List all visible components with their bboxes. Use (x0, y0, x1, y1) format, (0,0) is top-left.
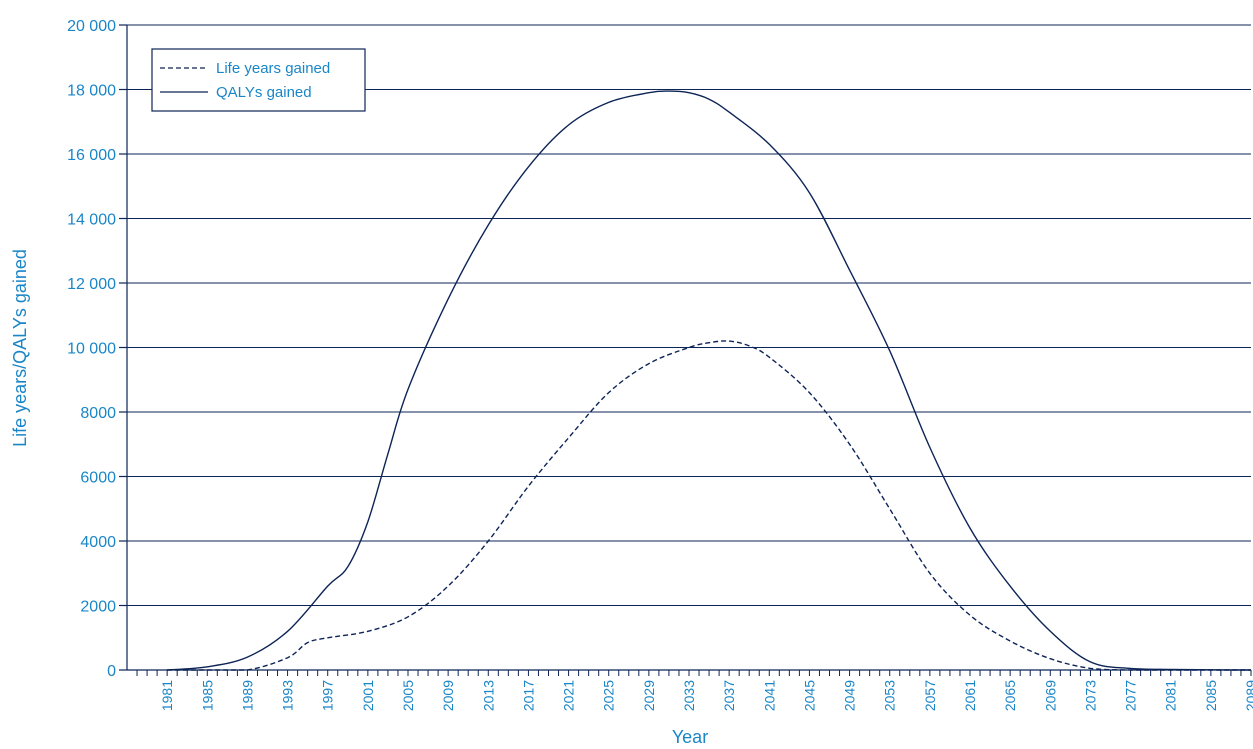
x-tick-label-2025: 2025 (601, 680, 617, 711)
y-tick-label-0: 0 (107, 663, 116, 680)
y-tick-label-14000: 14 000 (67, 212, 116, 229)
x-tick-label-1993: 1993 (280, 680, 296, 711)
x-tick-label-2005: 2005 (400, 680, 416, 711)
y-tick-label-10000: 10 000 (67, 341, 116, 358)
x-tick-label-2089: 2089 (1243, 680, 1253, 711)
series-lines (167, 90, 1252, 671)
series-line-qalys-gained (167, 90, 1252, 671)
y-axis-tick-labels: 0 2000 4000 6000 8000 10 000 12 000 14 000 16 00… (67, 18, 127, 680)
x-tick-label-2017: 2017 (520, 680, 536, 711)
x-tick-label-2053: 2053 (882, 680, 898, 711)
gridlines (127, 24, 1251, 606)
series-line-life-years-gained (167, 340, 1251, 671)
x-tick-label-2009: 2009 (440, 680, 456, 711)
legend-box (151, 48, 366, 112)
legend: Life years gained QALYs gained (151, 48, 366, 112)
x-tick-label-2057: 2057 (922, 680, 938, 711)
x-tick-label-1989: 1989 (239, 680, 255, 711)
x-tick-label-2001: 2001 (360, 680, 376, 711)
legend-label-life-years: Life years gained (216, 60, 330, 77)
x-tick-label-2021: 2021 (561, 680, 577, 711)
y-tick-label-4000: 4000 (80, 534, 116, 551)
x-tick-label-2081: 2081 (1163, 680, 1179, 711)
legend-label-qalys: QALYs gained (216, 84, 312, 101)
y-tick-label-16000: 16 000 (67, 147, 116, 164)
x-tick-label-2045: 2045 (801, 680, 817, 711)
x-tick-label-2069: 2069 (1042, 680, 1058, 711)
x-tick-label-2061: 2061 (962, 680, 978, 711)
y-axis-title: Life years/QALYs gained (10, 249, 30, 447)
x-tick-label-1985: 1985 (199, 680, 215, 711)
x-tick-label-2013: 2013 (480, 680, 496, 711)
y-tick-label-20000: 20 000 (67, 18, 116, 35)
x-tick-label-2085: 2085 (1203, 680, 1219, 711)
x-tick-label-2049: 2049 (842, 680, 858, 711)
y-tick-label-2000: 2000 (80, 599, 116, 616)
x-tick-label-2037: 2037 (721, 680, 737, 711)
x-tick-label-2029: 2029 (641, 680, 657, 711)
x-tick-label-1997: 1997 (320, 680, 336, 711)
y-tick-label-12000: 12 000 (67, 276, 116, 293)
x-tick-label-2065: 2065 (1002, 680, 1018, 711)
y-tick-label-18000: 18 000 (67, 83, 116, 100)
x-tick-label-1981: 1981 (159, 680, 175, 711)
y-tick-label-8000: 8000 (80, 405, 116, 422)
x-axis-title: Year (672, 727, 708, 747)
x-tick-label-2077: 2077 (1123, 680, 1139, 711)
x-tick-label-2073: 2073 (1082, 680, 1098, 711)
x-tick-label-2041: 2041 (761, 680, 777, 711)
x-tick-label-2033: 2033 (681, 680, 697, 711)
x-axis-ticks: 1981 1985 1989 1993 1997 2001 2005 2009 2013 2017… (136, 670, 1253, 711)
y-tick-label-6000: 6000 (80, 470, 116, 487)
